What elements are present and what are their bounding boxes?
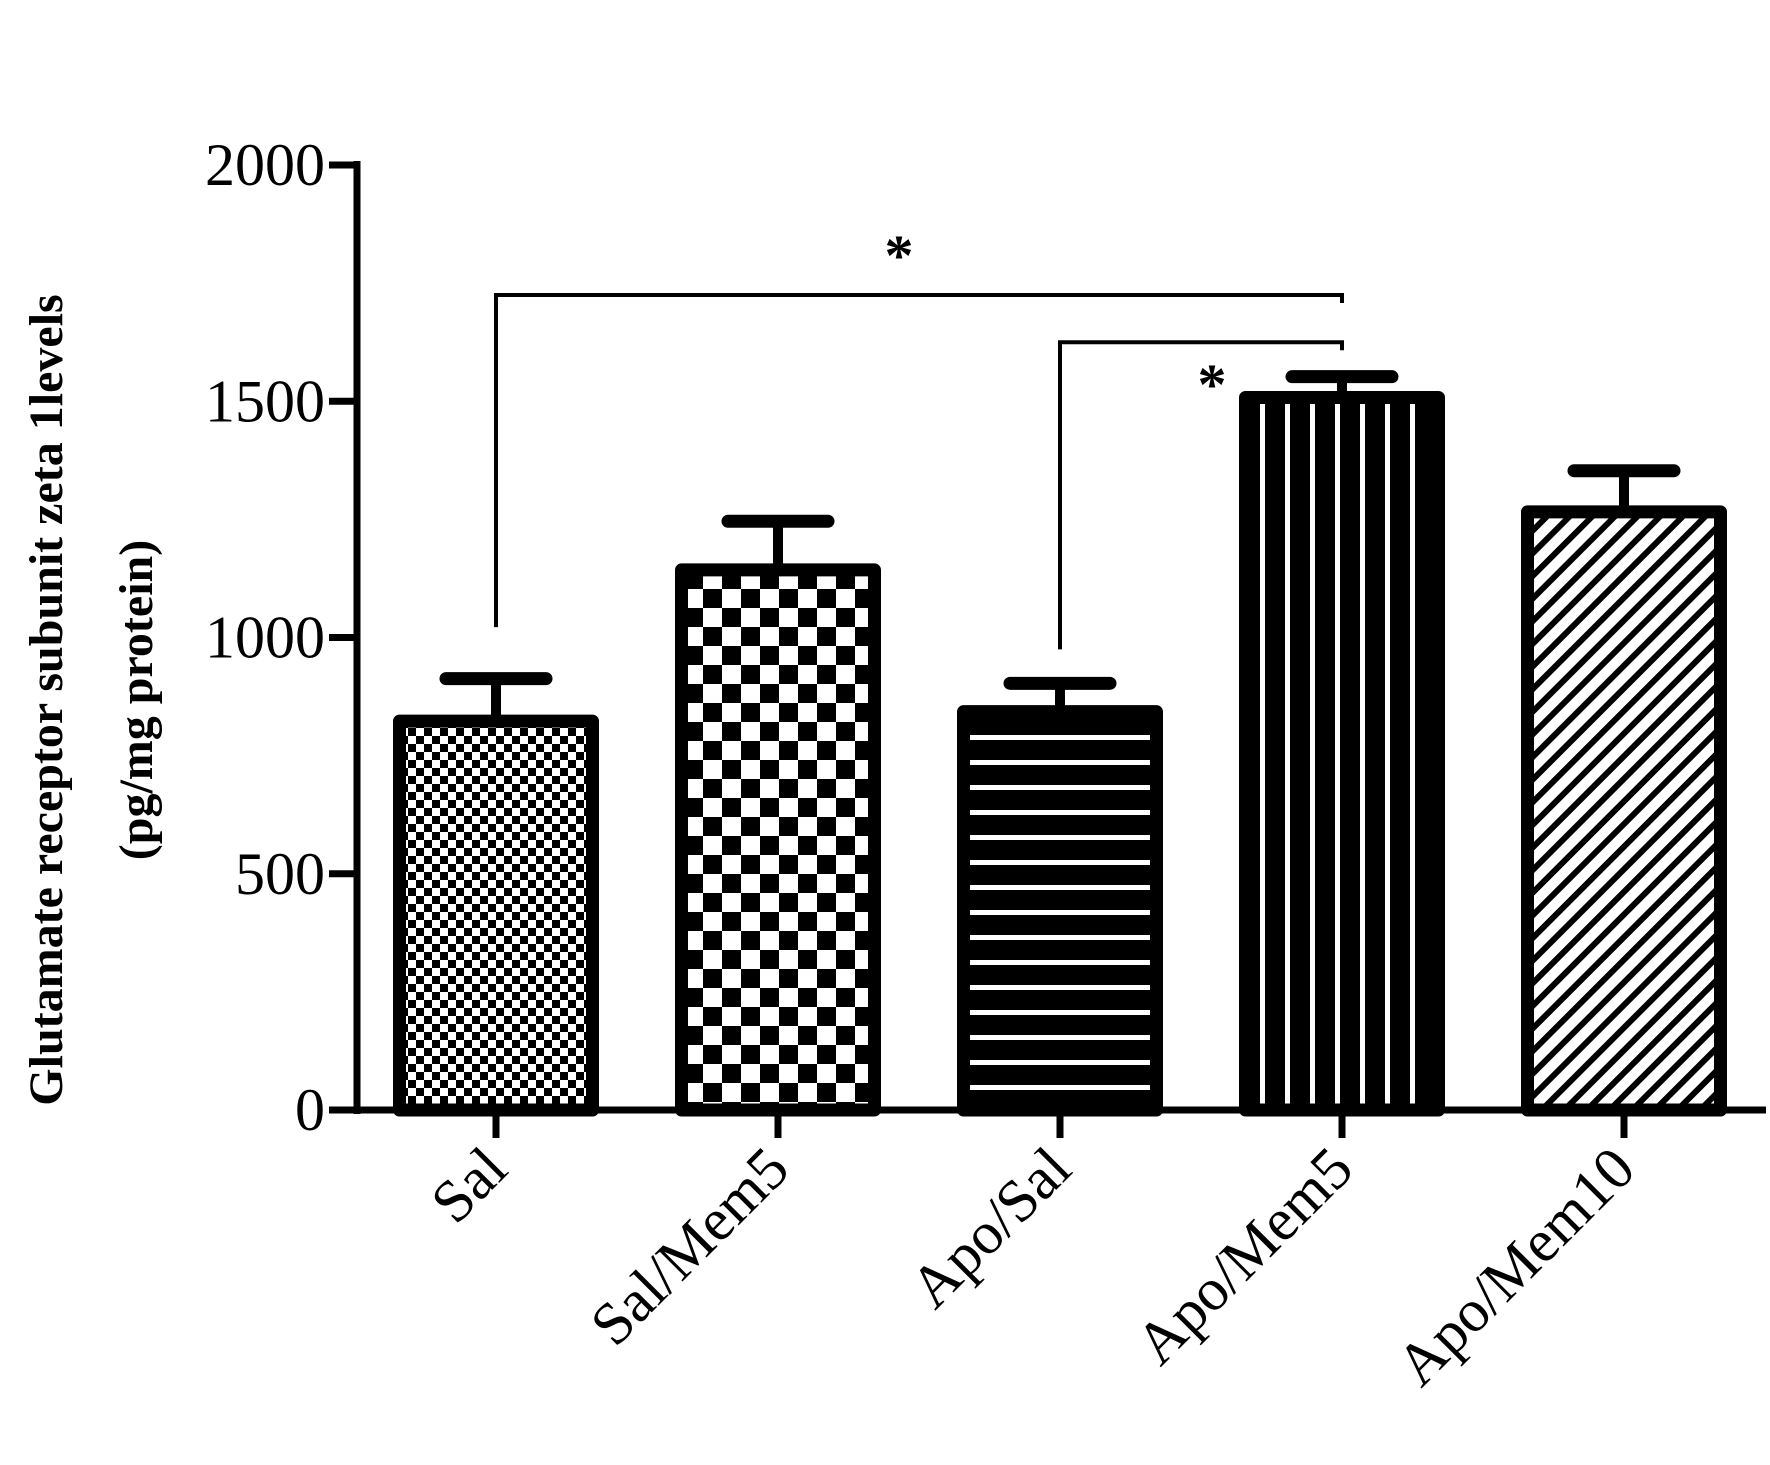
significance-star: *	[885, 223, 914, 288]
bar-sal-mem5	[675, 563, 881, 1117]
x-tick-label: Apo/Sal	[897, 1135, 1083, 1321]
y-axis-title-line-1: Glutamate receptor subunit zeta 1levels	[20, 294, 73, 1105]
significance-bracket	[494, 292, 1344, 628]
bar-sal	[393, 714, 599, 1117]
y-tick-label: 1000	[205, 605, 325, 671]
x-tick-label: Sal/Mem5	[578, 1135, 801, 1358]
x-tick-label: Sal	[418, 1135, 519, 1236]
significance-star: *	[1198, 352, 1227, 417]
bar-apo-mem5	[1239, 390, 1445, 1117]
y-axis-title: Glutamate receptor subunit zeta 1levels …	[20, 294, 163, 1105]
bar-apo-mem10	[1521, 505, 1727, 1117]
y-axis-title-line-2: (pg/mg protein)	[110, 540, 163, 860]
x-tick-label: Apo/Mem10	[1384, 1135, 1648, 1399]
y-tick-label: 500	[235, 841, 325, 907]
y-tick-label: 0	[295, 1077, 325, 1143]
x-tick-label: Apo/Mem5	[1123, 1135, 1365, 1377]
bar-apo-sal	[957, 705, 1163, 1117]
y-tick-label: 2000	[205, 132, 325, 198]
y-tick-label: 1500	[205, 368, 325, 434]
significance-bracket	[1058, 340, 1344, 650]
